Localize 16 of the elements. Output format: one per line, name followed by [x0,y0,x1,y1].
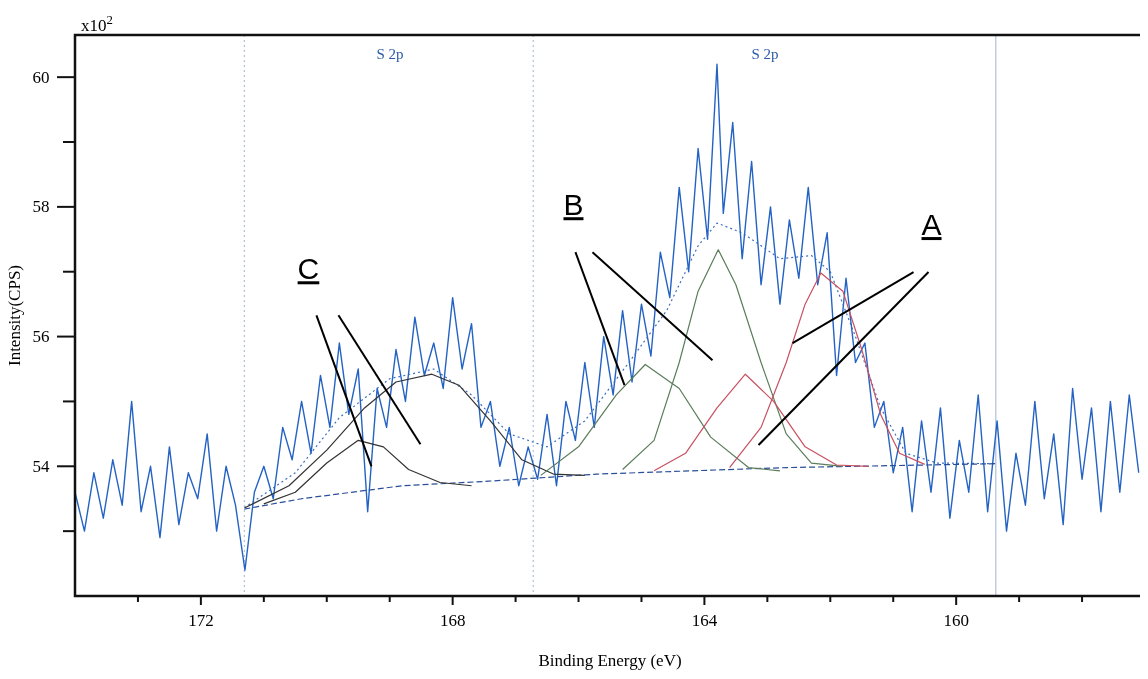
x-tick-label: 168 [439,611,466,630]
y-tick-label: 58 [32,197,50,217]
x-axis-title: Binding Energy (eV) [538,651,682,670]
text: x10$^{2}$ [81,13,113,35]
x-tick-label: 160 [943,611,969,630]
annotation: C [297,252,320,286]
annotation: S 2p [376,46,404,62]
annotation: S 2p [751,46,779,62]
y-tick-label: 60 [32,67,50,87]
y-tick-label: 54 [32,456,50,476]
y-tick-label: 56 [32,327,50,347]
annotation: A [921,208,942,242]
annotation: B [563,188,584,222]
x-tick-label: 164 [691,611,718,630]
y-axis-title: Intensity(CPS) [5,264,24,367]
x-tick-label: 172 [188,611,214,630]
